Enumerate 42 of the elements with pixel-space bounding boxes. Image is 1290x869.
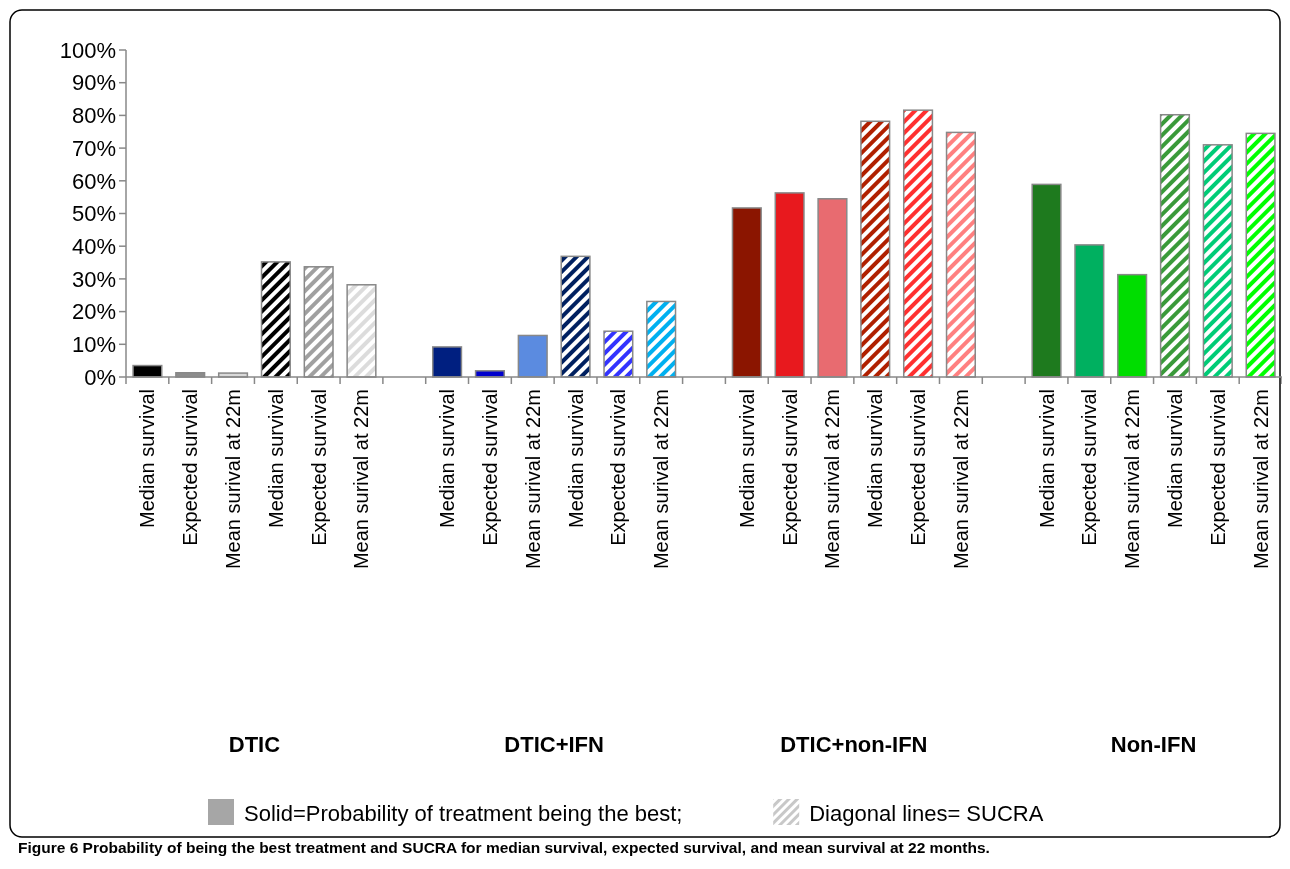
x-tick-label: Mean surival at 22m — [222, 389, 245, 570]
text: Solid=Probability of treatment being the best; — [244, 800, 683, 826]
x-tick-label: Expected survival — [1206, 389, 1229, 546]
x-tick-label: Mean surival at 22m — [350, 389, 373, 570]
text: Diagonal lines= SUCRA — [809, 800, 1044, 826]
x-tick-label: Expected survival — [778, 389, 801, 546]
x-tick-label: Mean surival at 22m — [949, 389, 972, 570]
y-tick-label: 10% — [71, 332, 116, 357]
y-tick-label: 80% — [71, 103, 116, 129]
text: Non-IFN — [1110, 732, 1197, 757]
x-tick-label: Mean surival at 22m — [650, 389, 673, 570]
y-tick-label: 40% — [71, 233, 116, 259]
y-tick-label: 30% — [71, 266, 116, 292]
text: DTIC — [228, 732, 281, 757]
x-tick-label: Expected survival — [907, 389, 930, 546]
x-tick-label: Expected survival — [1078, 389, 1101, 546]
text: DTIC+non-IFN — [780, 732, 928, 757]
x-tick-label: Mean surival at 22m — [1249, 389, 1272, 570]
y-tick-label: 100% — [59, 37, 116, 63]
x-tick-label: Mean surival at 22m — [521, 389, 544, 570]
x-tick-label: Median survival — [564, 389, 587, 528]
x-tick-label: Expected survival — [307, 389, 330, 546]
y-tick-label: 60% — [71, 168, 116, 194]
x-tick-label: Median survival — [136, 389, 159, 528]
y-tick-label: 20% — [71, 299, 116, 325]
y-tick-label: 70% — [71, 135, 116, 161]
x-tick-label: Median survival — [264, 389, 287, 528]
y-tick-label: 90% — [71, 70, 116, 96]
x-tick-label: Median survival — [864, 389, 887, 528]
x-tick-label: Median survival — [436, 389, 459, 528]
y-tick-label: 50% — [71, 201, 116, 227]
x-tick-label: Mean surival at 22m — [1121, 389, 1144, 570]
y-tick-label: 0% — [84, 364, 116, 390]
x-tick-label: Median survival — [1163, 389, 1186, 528]
x-tick-label: Median survival — [1035, 389, 1058, 528]
x-tick-label: Expected survival — [607, 389, 630, 546]
x-tick-label: Mean surival at 22m — [821, 389, 844, 570]
x-tick-label: Expected survival — [478, 389, 501, 546]
x-tick-label: Median survival — [735, 389, 758, 528]
text: DTIC+IFN — [504, 732, 604, 757]
x-tick-label: Expected survival — [179, 389, 202, 546]
caption: Figure 6 Probability of being the best treatment and SUCRA for median survival, expected survival, and mean survival at 22 months. — [18, 839, 990, 856]
